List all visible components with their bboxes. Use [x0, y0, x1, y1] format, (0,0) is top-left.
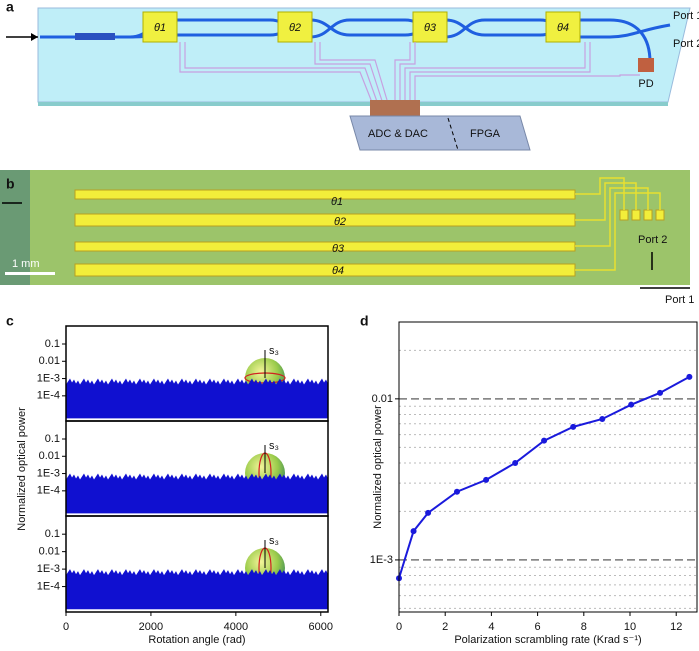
chip-edge: [0, 170, 30, 285]
theta-label: θ2: [289, 22, 301, 34]
port-label: Port 2: [673, 38, 699, 50]
noise-band: [66, 378, 328, 419]
adc-label: ADC & DAC: [368, 128, 428, 140]
heaters: [142, 11, 581, 43]
x-tick-label: 0: [63, 621, 69, 633]
panel-label: a: [6, 0, 14, 15]
pd-label: PD: [638, 78, 653, 90]
x-tick-label: 0: [396, 621, 402, 633]
chip-slab: [37, 7, 691, 103]
y-tick-label: 1E-3: [37, 563, 60, 575]
x-axis-label: Rotation angle (rad): [148, 634, 245, 646]
box-divider: [447, 117, 459, 151]
theta-label: θ1: [154, 22, 166, 34]
adc-box: [349, 115, 531, 151]
data-point: [453, 488, 460, 495]
plot-frame: [65, 515, 329, 613]
theta-label: θ3: [424, 22, 437, 34]
theta-label: θ4: [557, 22, 569, 34]
sphere-label: s₃: [269, 535, 279, 547]
scale-label: 1 mm: [12, 258, 40, 270]
y-tick-label: 1E-3: [37, 467, 60, 479]
theta-label: θ1: [331, 196, 343, 208]
data-point: [657, 389, 664, 396]
panel-label: c: [6, 313, 14, 329]
pd-chip: [638, 58, 654, 72]
y-tick-label: 1E-4: [37, 390, 60, 402]
sphere-label: s₃: [269, 345, 279, 357]
y-tick-label: 0.01: [39, 355, 60, 367]
scale-bar: [5, 272, 55, 275]
port-label: Port 1: [665, 294, 694, 306]
y-tick-label: 1E-3: [37, 372, 60, 384]
x-axis-label: Polarization scrambling rate (Krad s⁻¹): [454, 634, 641, 646]
theta-label: θ4: [332, 265, 344, 277]
port-label: Port 1: [673, 10, 699, 22]
x-tick-label: 6000: [309, 621, 333, 633]
data-point: [512, 459, 519, 466]
x-tick-label: 8: [581, 621, 587, 633]
y-tick-label: 0.01: [39, 450, 60, 462]
x-tick-label: 2: [442, 621, 448, 633]
sphere-label: s₃: [269, 440, 279, 452]
data-line: [398, 375, 690, 579]
y-tick-label: 1E-4: [37, 580, 60, 592]
x-tick-label: 12: [670, 621, 682, 633]
panel-b: b θ1 θ2 θ3 θ4 1 mm Port 2 Port 1: [0, 170, 694, 306]
fpga-label: FPGA: [470, 128, 501, 140]
y-tick-label: 0.01: [372, 393, 393, 405]
data-point: [599, 415, 606, 422]
y-tick-label: 0.1: [45, 528, 60, 540]
wires: [179, 42, 640, 111]
panel-a: a θ1 θ2 θ3 θ4 Port 1 Port 2 PD ADC & DAC…: [6, 0, 699, 151]
data-point: [425, 509, 432, 516]
panel-label: d: [360, 313, 369, 329]
noise-band: [66, 473, 328, 514]
theta-label: θ2: [334, 216, 346, 228]
connector: [370, 100, 420, 116]
y-tick-label: 0.1: [45, 338, 60, 350]
y-tick-label: 1E-3: [370, 554, 393, 566]
data-point: [410, 528, 417, 535]
x-tick-label: 10: [624, 621, 636, 633]
panel-label: b: [6, 176, 15, 192]
data-point: [541, 437, 548, 444]
x-tick-label: 6: [535, 621, 541, 633]
arrow-head: [31, 33, 38, 41]
noise-band: [66, 569, 328, 610]
y-tick-label: 0.01: [39, 546, 60, 558]
traces: [575, 177, 661, 271]
x-tick-label: 4000: [224, 621, 248, 633]
data-point: [686, 373, 693, 380]
chip-edge: [38, 102, 668, 106]
converter: [75, 33, 115, 40]
y-tick-label: 0.1: [45, 433, 60, 445]
theta-label: θ3: [332, 243, 345, 255]
data-point: [628, 401, 635, 408]
data-point: [570, 423, 577, 430]
y-axis-label: Normalized optical power: [372, 405, 384, 529]
data-point: [483, 476, 490, 483]
x-tick-label: 4: [488, 621, 494, 633]
port-label: Port 2: [638, 234, 667, 246]
x-tick-label: 2000: [139, 621, 163, 633]
y-axis-label: Normalized optical power: [16, 407, 28, 531]
plot-frame: [398, 321, 698, 613]
y-tick-label: 1E-4: [37, 485, 60, 497]
